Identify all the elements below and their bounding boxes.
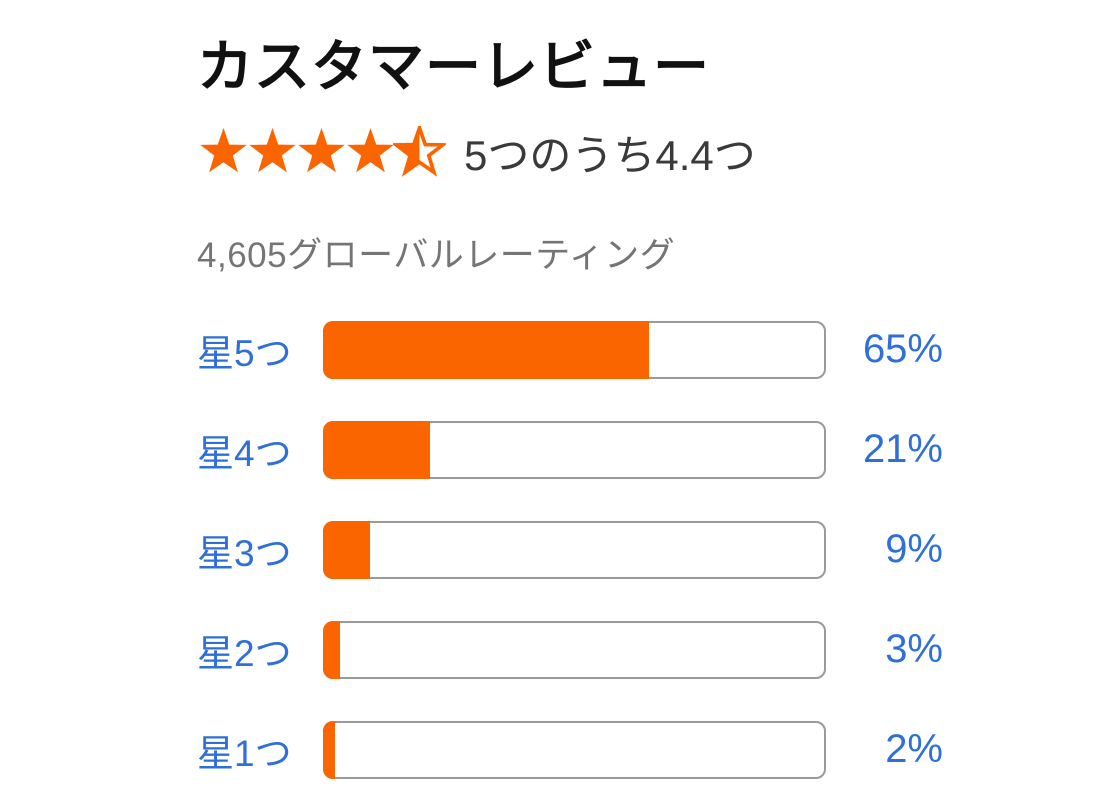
star-icon — [298, 127, 345, 172]
rating-row-4-star: 星4つ 21% — [197, 400, 943, 500]
rating-row-5-star: 星5つ 65% — [197, 300, 943, 400]
star-icon — [347, 127, 394, 172]
reviews-title: カスタマーレビュー — [197, 35, 710, 98]
star-icon — [200, 127, 247, 172]
rating-row-label[interactable]: 星5つ — [197, 332, 292, 374]
average-rating-summary[interactable]: 5つのうち4.4つ — [197, 122, 943, 183]
rating-bar[interactable] — [323, 420, 826, 479]
star-icon — [249, 127, 296, 172]
rating-bar-fill — [323, 420, 430, 479]
rating-row-1-star: 星1つ 2% — [197, 700, 943, 800]
rating-row-3-star: 星3つ 9% — [197, 500, 943, 600]
rating-bar-fill — [323, 720, 335, 779]
half-star-icon — [393, 125, 446, 177]
rating-row-percent[interactable]: 2% — [885, 727, 943, 772]
rating-bar[interactable] — [323, 620, 826, 679]
rating-bar-fill — [323, 320, 650, 379]
rating-row-label[interactable]: 星2つ — [197, 632, 292, 674]
average-rating-label: 5つのうち4.4つ — [464, 131, 756, 179]
rating-row-label[interactable]: 星1つ — [197, 732, 292, 774]
rating-bar-fill — [323, 520, 370, 579]
rating-bar-fill — [323, 620, 340, 679]
customer-reviews-widget: カスタマーレビュー 5つのうち4.4つ 4,605グローバルレーティング 星5つ… — [197, 36, 943, 800]
rating-row-percent[interactable]: 65% — [862, 327, 943, 372]
rating-row-2-star: 星2つ 3% — [197, 600, 943, 700]
rating-row-label[interactable]: 星3つ — [197, 532, 292, 574]
ratings-histogram: 星5つ 65% 星4つ 21% 星3つ 9% 星2つ 3% — [197, 300, 943, 800]
rating-bar[interactable] — [323, 520, 826, 579]
rating-bar[interactable] — [323, 720, 826, 779]
rating-row-percent[interactable]: 9% — [885, 527, 943, 572]
rating-row-label[interactable]: 星4つ — [197, 432, 292, 474]
rating-row-percent[interactable]: 21% — [862, 427, 943, 472]
rating-bar[interactable] — [323, 320, 826, 379]
global-ratings-count: 4,605グローバルレーティング — [197, 235, 676, 275]
rating-row-percent[interactable]: 3% — [885, 627, 943, 672]
